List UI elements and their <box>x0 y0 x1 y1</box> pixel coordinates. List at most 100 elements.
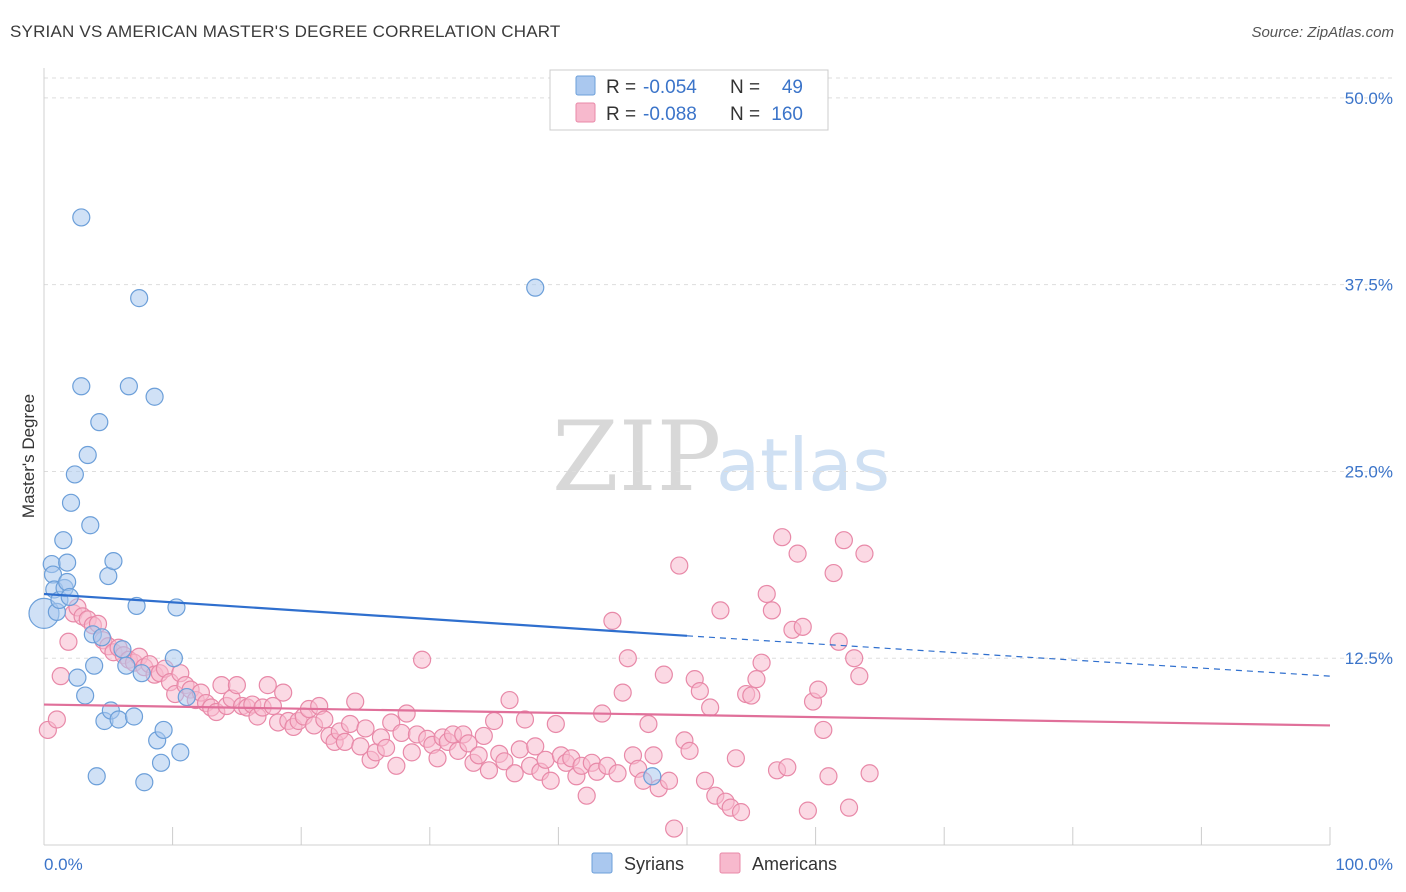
data-point <box>747 670 766 689</box>
data-point <box>695 771 715 790</box>
data-point <box>809 680 828 699</box>
data-point <box>171 743 190 762</box>
data-point <box>469 746 488 765</box>
y-tick-label: 37.5% <box>1345 276 1393 295</box>
data-point <box>315 710 334 729</box>
data-point <box>701 698 720 717</box>
data-point <box>119 377 138 396</box>
gridlines <box>44 77 1395 659</box>
legend-r-value: -0.088 <box>643 104 697 125</box>
data-point <box>78 445 97 465</box>
data-point <box>850 667 869 686</box>
data-point <box>130 289 149 308</box>
data-point <box>814 720 833 740</box>
data-point <box>72 208 91 227</box>
x-tick-labels: 0.0% 100.0% <box>44 855 1393 874</box>
data-point <box>72 377 91 396</box>
data-point <box>485 711 504 731</box>
series-syrians <box>28 208 662 792</box>
data-point <box>104 551 123 571</box>
data-point <box>643 767 662 786</box>
trend-line-syrians-extension <box>686 635 1331 677</box>
data-point <box>335 732 355 751</box>
data-point <box>164 649 183 668</box>
data-point <box>145 387 164 406</box>
data-point <box>526 737 545 756</box>
data-point <box>356 719 375 738</box>
data-point <box>227 676 246 695</box>
data-point <box>90 413 109 432</box>
data-point <box>54 531 73 550</box>
data-point <box>613 683 632 702</box>
data-point <box>59 632 78 651</box>
data-point <box>536 750 555 769</box>
data-point <box>526 278 545 297</box>
data-point <box>855 544 874 563</box>
legend-swatch-americans <box>575 102 596 123</box>
data-point <box>376 738 396 757</box>
data-point <box>113 640 132 659</box>
data-point <box>731 803 751 822</box>
data-point <box>154 720 173 740</box>
bottom-legend-swatch-syrians <box>591 852 613 874</box>
data-point <box>47 710 66 729</box>
data-point <box>834 531 853 550</box>
data-point <box>711 601 730 620</box>
bottom-legend-label-syrians: Syrians <box>624 854 684 874</box>
legend-n-value: 160 <box>771 104 803 125</box>
bottom-legend-label-americans: Americans <box>752 854 837 874</box>
data-point <box>773 528 792 547</box>
legend-n-label: N = <box>730 77 760 98</box>
bottom-legend: Syrians Americans <box>591 852 837 874</box>
data-point <box>340 714 360 734</box>
data-point <box>58 572 77 592</box>
x-tick-label: 0.0% <box>44 855 83 874</box>
data-point <box>778 758 797 777</box>
data-point <box>397 704 416 723</box>
watermark-atlas: atlas <box>716 423 890 507</box>
data-point <box>680 741 699 760</box>
data-point <box>274 683 293 702</box>
data-point <box>788 544 807 563</box>
data-point <box>127 596 146 616</box>
chart-title: SYRIAN VS AMERICAN MASTER'S DEGREE CORRE… <box>10 22 561 41</box>
data-point <box>603 611 622 630</box>
data-point <box>639 714 658 734</box>
data-point <box>670 556 689 575</box>
y-tick-label: 25.0% <box>1345 462 1393 481</box>
data-point <box>402 743 421 762</box>
data-point <box>124 707 144 726</box>
data-point <box>459 734 478 753</box>
data-point <box>752 653 771 672</box>
data-point <box>659 771 679 790</box>
data-point <box>618 649 637 668</box>
data-point <box>109 710 128 729</box>
trend-line-americans <box>43 703 1331 727</box>
data-point <box>58 553 77 572</box>
y-tick-label: 50.0% <box>1345 89 1393 108</box>
bottom-legend-swatch-americans <box>719 852 741 874</box>
source-label: Source: ZipAtlas.com <box>1251 24 1394 41</box>
data-point <box>474 726 493 746</box>
data-point <box>387 756 406 775</box>
data-point <box>690 681 709 701</box>
watermark-zip: ZIP <box>552 401 721 513</box>
data-point <box>608 764 627 783</box>
data-point <box>860 764 879 783</box>
data-point <box>577 786 596 805</box>
data-point <box>845 649 864 668</box>
data-point <box>392 723 411 743</box>
data-point <box>479 761 499 780</box>
legend-r-value: -0.054 <box>643 77 697 98</box>
legend-swatch-syrians <box>575 75 596 96</box>
data-point <box>85 656 104 675</box>
legend-n-label: N = <box>730 104 760 125</box>
legend-n-value: 49 <box>782 77 803 98</box>
data-point <box>757 584 776 604</box>
y-tick-labels: 12.5% 25.0% 37.5% 50.0% <box>1345 89 1393 668</box>
data-point <box>412 650 432 669</box>
data-point <box>495 752 514 771</box>
x-tick-label: 100.0% <box>1335 855 1393 874</box>
data-point <box>132 664 151 683</box>
